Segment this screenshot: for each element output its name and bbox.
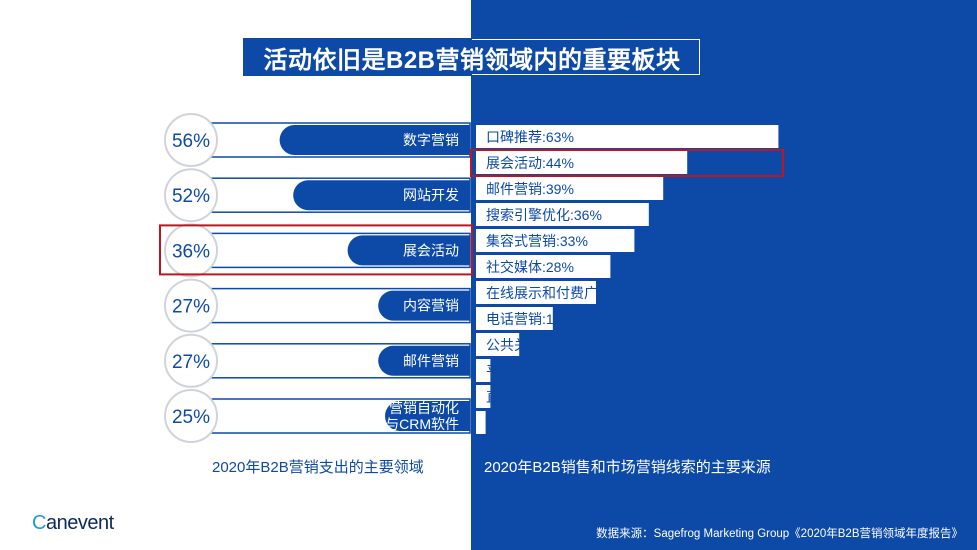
left-bar-item: 27% 内容营销 [164,278,471,333]
right-bar-label: 邮件营销:39% [486,181,574,197]
right-bar [476,359,491,382]
right-highlight-box [470,149,784,177]
right-bar-item: 直邮广告:3% [476,385,566,408]
left-value-circle [164,333,218,388]
left-value-circle [164,278,218,333]
left-value-label: 25% [172,407,210,428]
left-category-label: 营销自动化 [389,400,459,416]
left-chart-caption: 2020年B2B营销支出的主要领域 [212,459,424,476]
right-bar-item: 公共关系:9% [476,333,566,356]
right-bar [476,307,553,330]
left-value-label: 27% [172,352,210,373]
right-bar [476,177,664,200]
right-bar-label: 其他:2% [486,415,538,431]
right-bar-label: 集容式营销:33% [486,233,588,249]
left-value-circle [164,389,218,443]
left-value-label: 56% [172,131,210,152]
right-bar-label: 社交媒体:28% [486,259,574,275]
right-bar-label: 公共关系:9% [486,337,566,353]
right-bar-label: 在线展示和付费广告:25% [486,285,644,301]
left-category-label: 数字营销 [403,132,459,148]
right-bar [476,151,688,174]
left-category-label: 与CRM软件 [385,416,459,432]
left-bar-item: 52% 网站开发 [164,168,471,223]
left-bar [293,180,470,211]
left-category-label: 内容营销 [403,298,459,314]
right-bar [476,411,486,434]
right-bar-item: 其他:2% [476,411,538,434]
left-bar [279,125,470,155]
right-bar-label: 直邮广告:3% [486,389,566,405]
left-value-circle [164,168,218,223]
right-bar-label: 口碑推荐:63% [486,129,574,145]
left-value-label: 27% [172,297,210,318]
source-note: 数据来源：Sagefrog Marketing Group《2020年B2B营销… [596,528,963,540]
right-bar [476,333,520,356]
page-title: 活动依旧是B2B营销领域内的重要板块 [263,46,681,74]
left-category-label: 网站开发 [403,187,459,203]
left-value-circle [164,113,218,167]
right-bar [476,281,596,304]
right-bar [476,385,491,408]
left-bar [385,401,470,431]
right-chart-caption: 2020年B2B销售和市场营销线索的主要来源 [484,459,771,476]
right-bar-item: 展会活动:44% [470,149,784,177]
left-bar [347,235,470,266]
left-bar [378,290,470,321]
right-bar-item: 平面广告:3% [476,359,566,382]
right-bar-item: 集容式营销:33% [476,229,635,252]
right-bar-item: 搜索引擎优化:36% [476,203,649,226]
left-highlight-box [159,224,473,276]
right-bar-item: 口碑推荐:63% [476,125,779,148]
right-bar [476,255,611,278]
right-bar-label: 电话营销:16% [486,311,574,327]
left-bar [378,345,470,376]
right-bar-label: 平面广告:3% [486,363,566,379]
left-bar-item: 36% 展会活动 [159,223,473,278]
title-box: 活动依旧是B2B营销领域内的重要板块 [243,38,701,76]
right-bar-item: 在线展示和付费广告:25% [476,281,644,304]
left-value-label: 36% [172,241,210,262]
right-bar [476,125,779,148]
right-bar-label: 展会活动:44% [486,155,574,171]
left-category-label: 展会活动 [403,242,459,258]
right-bar [476,229,635,252]
right-bar-label: 搜索引擎优化:36% [486,207,602,223]
right-bar-item: 社交媒体:28% [476,255,611,278]
left-bar-item: 27% 邮件营销 [164,333,471,388]
right-bar-item: 电话营销:16% [476,307,574,330]
left-category-label: 邮件营销 [403,353,459,369]
left-value-label: 52% [172,186,210,207]
right-bar-item: 邮件营销:39% [476,177,664,200]
right-bar [476,203,649,226]
left-bar-item: 56% 数字营销 [164,113,471,167]
canevent-logo: Canevent [32,512,114,534]
